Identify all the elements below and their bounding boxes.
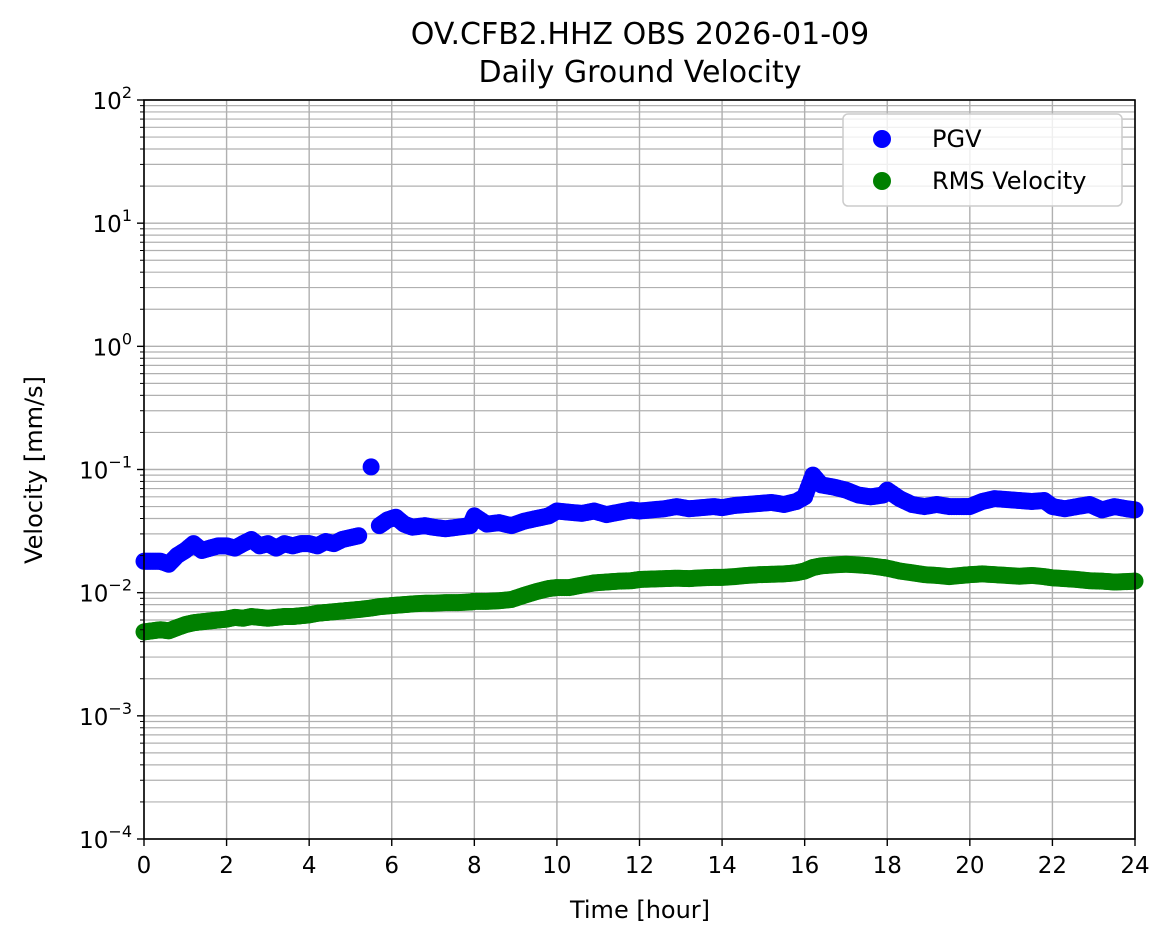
x-tick-label: 24	[1120, 853, 1149, 879]
y-tick-label: 10−4	[79, 822, 132, 854]
x-tick-label: 0	[137, 853, 152, 879]
y-tick-label: 10−3	[79, 699, 132, 731]
data-point-pgv	[362, 458, 380, 476]
x-tick-label: 10	[542, 853, 571, 879]
legend-marker-pgv	[873, 130, 891, 148]
grid	[143, 99, 1136, 840]
chart-subtitle: Daily Ground Velocity	[478, 55, 801, 90]
chart-title: OV.CFB2.HHZ OBS 2026-01-09	[411, 17, 869, 52]
data-points	[135, 458, 1144, 641]
x-tick-label: 8	[467, 853, 482, 879]
legend: PGV RMS Velocity	[842, 113, 1123, 207]
y-axis-label: Velocity [mm/s]	[20, 376, 48, 564]
data-point-pgv	[350, 527, 368, 545]
x-tick-label: 18	[873, 853, 902, 879]
x-axis-label: Time [hour]	[569, 896, 710, 924]
y-tick-label: 100	[93, 329, 132, 361]
legend-box	[842, 113, 1123, 207]
y-tick-label: 101	[93, 206, 132, 238]
x-tick-label: 22	[1038, 853, 1067, 879]
axis-ticks: 0 2 4 6 8 10 12 14 16 18 20 22 2410−410−310−210−1100…	[79, 83, 1150, 879]
legend-label-rms: RMS Velocity	[932, 167, 1086, 195]
x-tick-label: 20	[955, 853, 984, 879]
x-tick-label: 2	[219, 853, 234, 879]
x-tick-label: 6	[384, 853, 399, 879]
legend-marker-rms	[873, 172, 891, 190]
y-tick-label: 10−1	[79, 453, 132, 485]
x-tick-label: 4	[302, 853, 317, 879]
y-tick-label: 102	[93, 83, 132, 115]
x-tick-label: 16	[790, 853, 819, 879]
x-tick-label: 12	[625, 853, 654, 879]
x-tick-label: 14	[707, 853, 736, 879]
legend-label-pgv: PGV	[932, 125, 982, 153]
y-tick-label: 10−2	[79, 576, 132, 608]
